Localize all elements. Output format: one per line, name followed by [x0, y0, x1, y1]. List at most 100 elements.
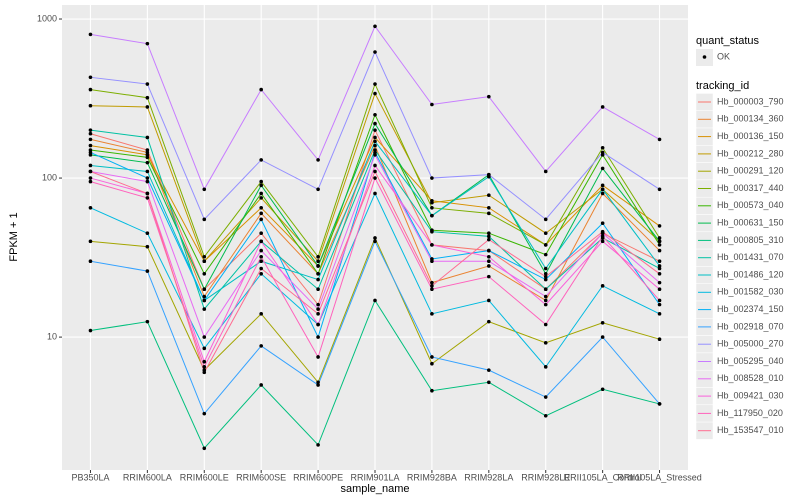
point — [657, 239, 662, 244]
legend-label: Hb_002374_150 — [717, 304, 784, 314]
point — [657, 272, 662, 276]
point — [88, 75, 93, 80]
point — [657, 264, 662, 268]
point — [145, 160, 150, 165]
point — [487, 298, 491, 303]
point — [202, 217, 207, 222]
legend-label: Hb_000573_040 — [717, 200, 784, 210]
point — [316, 335, 320, 339]
point — [373, 82, 377, 86]
x-tick-label: RRIM600PE — [293, 472, 343, 482]
point — [88, 206, 93, 210]
point — [316, 383, 320, 387]
legend-label: Hb_009421_030 — [717, 390, 784, 400]
point — [202, 259, 207, 264]
point — [600, 335, 605, 339]
legend-label: Hb_008528_010 — [717, 373, 784, 383]
point — [600, 150, 605, 155]
shape-legend-title: quant_status — [696, 35, 759, 47]
point — [259, 239, 263, 244]
point — [600, 229, 605, 234]
point — [202, 411, 207, 416]
point — [487, 319, 491, 324]
point — [487, 193, 491, 198]
point — [373, 236, 377, 240]
point — [543, 322, 548, 327]
point — [487, 380, 491, 385]
point — [316, 254, 320, 259]
point — [373, 24, 377, 29]
point — [543, 274, 548, 279]
point — [202, 287, 207, 292]
point — [202, 272, 207, 276]
point — [259, 344, 263, 348]
point — [145, 95, 150, 100]
point — [657, 402, 662, 406]
point — [657, 248, 662, 253]
point — [600, 183, 605, 188]
point — [430, 213, 434, 218]
point — [600, 187, 605, 192]
point — [600, 234, 605, 239]
point — [373, 139, 377, 144]
point — [657, 298, 662, 303]
point — [88, 32, 93, 37]
point — [259, 179, 263, 184]
point — [373, 128, 377, 132]
point — [430, 287, 434, 292]
point — [88, 150, 93, 155]
point — [543, 266, 548, 271]
point — [202, 370, 207, 375]
point — [88, 169, 93, 174]
point — [657, 187, 662, 192]
point — [543, 287, 548, 292]
y-tick-label: 1000 — [37, 13, 57, 23]
point — [202, 365, 207, 369]
point — [373, 112, 377, 117]
point — [316, 443, 320, 447]
point — [88, 103, 93, 108]
point — [543, 272, 548, 276]
point — [145, 169, 150, 174]
point — [430, 355, 434, 359]
point — [430, 176, 434, 180]
point — [202, 346, 207, 351]
point — [316, 277, 320, 282]
point — [657, 266, 662, 271]
point — [373, 153, 377, 157]
x-tick-label: RRII105LA_Stressed — [617, 472, 702, 482]
x-tick-label: RRIM901LA — [350, 472, 399, 482]
point — [657, 312, 662, 316]
point — [657, 280, 662, 285]
point — [487, 206, 491, 210]
point — [88, 179, 93, 184]
point — [259, 383, 263, 387]
point — [259, 266, 263, 271]
point — [430, 259, 434, 264]
point — [543, 294, 548, 299]
point — [430, 243, 434, 247]
x-tick-label: PB350LA — [71, 472, 109, 482]
point — [259, 196, 263, 200]
point — [373, 163, 377, 168]
point — [487, 264, 491, 268]
point — [543, 365, 548, 369]
x-tick-label: RRIM600SE — [236, 472, 286, 482]
point — [657, 259, 662, 264]
point — [259, 183, 263, 188]
point — [316, 259, 320, 264]
point — [487, 274, 491, 279]
point — [430, 102, 434, 107]
point — [430, 280, 434, 285]
point — [145, 41, 150, 46]
point — [487, 368, 491, 372]
legend-label: Hb_153547_010 — [717, 425, 784, 435]
x-tick-label: RRIM928BA — [407, 472, 457, 482]
point — [316, 287, 320, 292]
point — [373, 191, 377, 196]
point — [259, 272, 263, 276]
point — [88, 239, 93, 244]
point — [430, 388, 434, 393]
x-tick-label: RRII105LA_Control — [564, 472, 642, 482]
point — [259, 231, 263, 236]
